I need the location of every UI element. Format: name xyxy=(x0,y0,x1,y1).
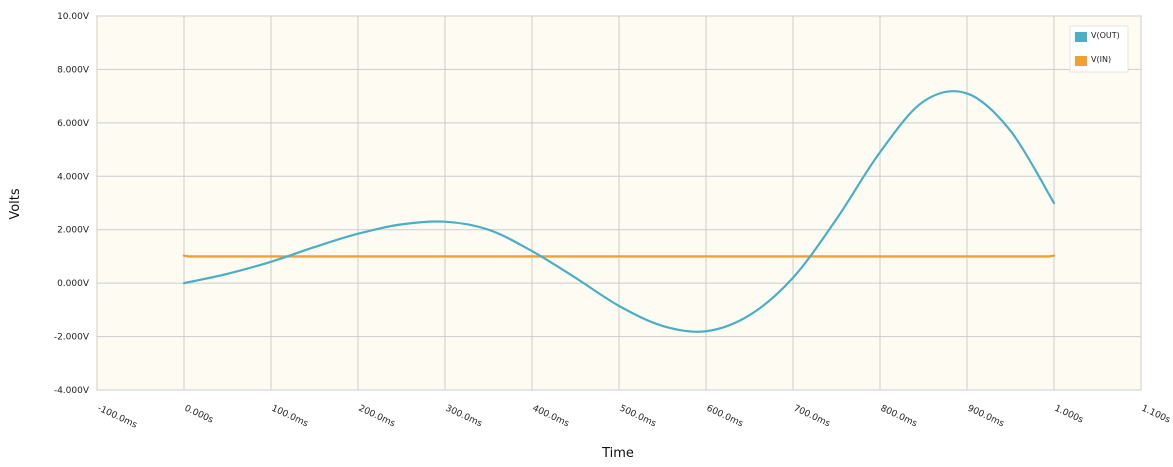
x-axis-title: Time xyxy=(601,446,634,461)
series-layer xyxy=(182,90,1056,333)
y-tick-label: 2.000V xyxy=(57,226,90,236)
x-tick-label: 500.0ms xyxy=(618,404,658,430)
x-tick-label: 600.0ms xyxy=(705,404,745,430)
x-axis-ticks: -100.0ms 0.000s 100.0ms 200.0ms 300.0ms 400.0… xyxy=(96,404,1172,431)
y-tick-label: 0.000V xyxy=(57,279,90,289)
legend-label-vout: V(OUT) xyxy=(1091,31,1120,40)
x-tick-label: 800.0ms xyxy=(879,404,919,430)
x-tick-label: -100.0ms xyxy=(96,404,139,431)
y-tick-label: 8.000V xyxy=(57,65,90,75)
y-tick-label: -2.000V xyxy=(54,333,90,343)
y-tick-label: -4.000V xyxy=(54,386,90,396)
x-tick-label: 300.0ms xyxy=(444,404,484,430)
x-tick-label: 1.100s xyxy=(1140,404,1172,426)
x-tick-label: 100.0ms xyxy=(270,404,310,430)
y-axis-ticks: 10.00V 8.000V 6.000V 4.000V 2.000V 0.000V -2.0… xyxy=(54,12,90,396)
legend-swatch-vout xyxy=(1075,32,1087,42)
series-line-vin xyxy=(182,254,1056,258)
legend-label-vin: V(IN) xyxy=(1091,55,1111,64)
y-axis-title: Volts xyxy=(8,188,23,220)
legend-swatch-vin xyxy=(1075,56,1087,66)
y-tick-label: 10.00V xyxy=(57,12,90,22)
x-tick-label: 700.0ms xyxy=(792,404,832,430)
y-tick-label: 4.000V xyxy=(57,172,90,182)
x-tick-label: 400.0ms xyxy=(531,404,571,430)
legend: V(OUT) V(IN) xyxy=(1069,25,1129,73)
x-tick-label: 0.000s xyxy=(183,404,215,426)
x-tick-label: 900.0ms xyxy=(966,404,1006,430)
x-tick-label: 1.000s xyxy=(1053,404,1085,426)
grid-lines xyxy=(96,15,1142,391)
x-tick-label: 200.0ms xyxy=(357,404,397,430)
series-line-vout xyxy=(182,90,1056,333)
y-tick-label: 6.000V xyxy=(57,119,90,129)
